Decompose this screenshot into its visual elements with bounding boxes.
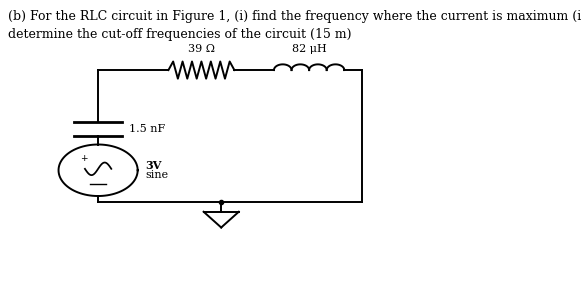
Text: sine: sine [146,171,168,180]
Text: 82 μH: 82 μH [292,44,327,54]
Text: (b) For the RLC circuit in Figure 1, (i) find the frequency where the current is: (b) For the RLC circuit in Figure 1, (i)… [8,10,581,41]
Text: +: + [81,154,88,163]
Text: 1.5 nF: 1.5 nF [129,124,165,134]
Text: 39 Ω: 39 Ω [188,44,215,54]
Text: 3V: 3V [146,160,162,171]
